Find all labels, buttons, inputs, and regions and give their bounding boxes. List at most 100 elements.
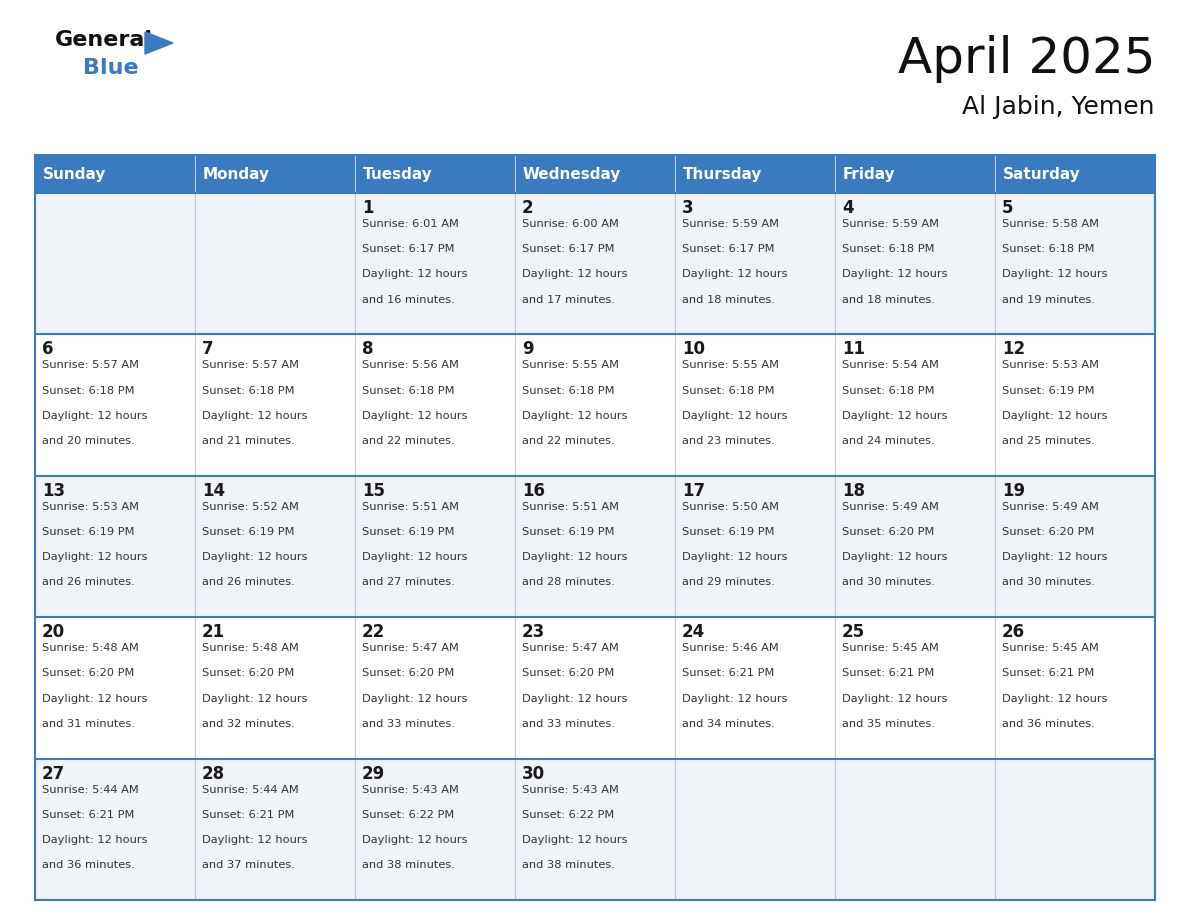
Text: and 33 minutes.: and 33 minutes.: [362, 719, 455, 729]
Text: Sunrise: 5:49 AM: Sunrise: 5:49 AM: [842, 502, 939, 512]
Text: Al Jabin, Yemen: Al Jabin, Yemen: [962, 95, 1155, 119]
Text: Friday: Friday: [843, 166, 896, 182]
Bar: [996, 617, 1155, 758]
Text: Sunset: 6:19 PM: Sunset: 6:19 PM: [522, 527, 614, 537]
Text: 7: 7: [202, 341, 214, 358]
Text: Sunset: 6:18 PM: Sunset: 6:18 PM: [1001, 244, 1094, 254]
Text: 12: 12: [1001, 341, 1025, 358]
Text: 30: 30: [522, 765, 545, 783]
Text: and 33 minutes.: and 33 minutes.: [522, 719, 615, 729]
Text: Sunrise: 5:44 AM: Sunrise: 5:44 AM: [42, 785, 139, 795]
Text: 15: 15: [362, 482, 385, 499]
Text: Daylight: 12 hours: Daylight: 12 hours: [42, 552, 147, 562]
Text: and 28 minutes.: and 28 minutes.: [522, 577, 614, 588]
Polygon shape: [145, 32, 173, 54]
Bar: [835, 193, 996, 334]
Text: and 21 minutes.: and 21 minutes.: [202, 436, 295, 446]
Text: General: General: [55, 30, 153, 50]
Text: Daylight: 12 hours: Daylight: 12 hours: [682, 693, 788, 703]
Text: Daylight: 12 hours: Daylight: 12 hours: [202, 693, 308, 703]
Text: Sunrise: 5:56 AM: Sunrise: 5:56 AM: [362, 361, 459, 370]
Text: Daylight: 12 hours: Daylight: 12 hours: [1001, 552, 1107, 562]
Text: Saturday: Saturday: [1003, 166, 1081, 182]
Text: Sunrise: 5:59 AM: Sunrise: 5:59 AM: [842, 219, 939, 229]
Bar: [835, 334, 996, 476]
Text: Sunrise: 5:44 AM: Sunrise: 5:44 AM: [202, 785, 298, 795]
Text: Daylight: 12 hours: Daylight: 12 hours: [842, 552, 948, 562]
Text: Sunset: 6:21 PM: Sunset: 6:21 PM: [202, 810, 295, 820]
Bar: [675, 758, 835, 900]
Text: 19: 19: [1001, 482, 1025, 499]
Bar: [34, 758, 195, 900]
Text: 20: 20: [42, 623, 65, 641]
Text: Daylight: 12 hours: Daylight: 12 hours: [362, 552, 468, 562]
Text: 13: 13: [42, 482, 65, 499]
Text: and 37 minutes.: and 37 minutes.: [202, 860, 295, 870]
Text: Sunset: 6:21 PM: Sunset: 6:21 PM: [682, 668, 775, 678]
Text: and 26 minutes.: and 26 minutes.: [202, 577, 295, 588]
Text: and 17 minutes.: and 17 minutes.: [522, 295, 615, 305]
Text: Sunset: 6:20 PM: Sunset: 6:20 PM: [362, 668, 454, 678]
Text: Sunrise: 5:45 AM: Sunrise: 5:45 AM: [842, 644, 939, 654]
Bar: [195, 193, 355, 334]
Text: Thursday: Thursday: [683, 166, 763, 182]
Text: and 27 minutes.: and 27 minutes.: [362, 577, 455, 588]
Text: Sunrise: 5:47 AM: Sunrise: 5:47 AM: [362, 644, 459, 654]
Text: 17: 17: [682, 482, 706, 499]
Text: Sunset: 6:18 PM: Sunset: 6:18 PM: [682, 386, 775, 396]
Text: Sunset: 6:19 PM: Sunset: 6:19 PM: [1001, 386, 1094, 396]
Text: and 25 minutes.: and 25 minutes.: [1001, 436, 1095, 446]
Text: Sunrise: 5:48 AM: Sunrise: 5:48 AM: [202, 644, 299, 654]
Bar: [34, 155, 195, 193]
Bar: [516, 334, 675, 476]
Text: Sunrise: 5:51 AM: Sunrise: 5:51 AM: [362, 502, 459, 512]
Text: 22: 22: [362, 623, 385, 641]
Text: Sunrise: 5:47 AM: Sunrise: 5:47 AM: [522, 644, 619, 654]
Text: Sunrise: 5:53 AM: Sunrise: 5:53 AM: [42, 502, 139, 512]
Bar: [675, 334, 835, 476]
Text: Daylight: 12 hours: Daylight: 12 hours: [202, 552, 308, 562]
Bar: [195, 758, 355, 900]
Text: 25: 25: [842, 623, 865, 641]
Text: and 35 minutes.: and 35 minutes.: [842, 719, 935, 729]
Text: Wednesday: Wednesday: [523, 166, 621, 182]
Text: Sunrise: 6:00 AM: Sunrise: 6:00 AM: [522, 219, 619, 229]
Text: 18: 18: [842, 482, 865, 499]
Text: Daylight: 12 hours: Daylight: 12 hours: [1001, 269, 1107, 279]
Text: Daylight: 12 hours: Daylight: 12 hours: [362, 269, 468, 279]
Text: and 34 minutes.: and 34 minutes.: [682, 719, 775, 729]
Text: Sunrise: 5:43 AM: Sunrise: 5:43 AM: [522, 785, 619, 795]
Text: Sunset: 6:17 PM: Sunset: 6:17 PM: [362, 244, 455, 254]
Text: Tuesday: Tuesday: [364, 166, 432, 182]
Bar: [516, 476, 675, 617]
Bar: [355, 476, 516, 617]
Text: Sunrise: 5:43 AM: Sunrise: 5:43 AM: [362, 785, 459, 795]
Bar: [516, 758, 675, 900]
Bar: [675, 476, 835, 617]
Text: 3: 3: [682, 199, 694, 217]
Text: Daylight: 12 hours: Daylight: 12 hours: [682, 552, 788, 562]
Text: and 29 minutes.: and 29 minutes.: [682, 577, 775, 588]
Text: 10: 10: [682, 341, 704, 358]
Text: Daylight: 12 hours: Daylight: 12 hours: [682, 410, 788, 420]
Text: Sunset: 6:20 PM: Sunset: 6:20 PM: [522, 668, 614, 678]
Bar: [675, 155, 835, 193]
Text: Daylight: 12 hours: Daylight: 12 hours: [842, 693, 948, 703]
Bar: [996, 758, 1155, 900]
Text: Sunset: 6:18 PM: Sunset: 6:18 PM: [522, 386, 614, 396]
Bar: [34, 617, 195, 758]
Text: 4: 4: [842, 199, 854, 217]
Text: Daylight: 12 hours: Daylight: 12 hours: [42, 835, 147, 845]
Text: Sunrise: 5:59 AM: Sunrise: 5:59 AM: [682, 219, 779, 229]
Text: and 36 minutes.: and 36 minutes.: [42, 860, 134, 870]
Bar: [34, 193, 195, 334]
Bar: [835, 617, 996, 758]
Text: Daylight: 12 hours: Daylight: 12 hours: [522, 552, 627, 562]
Text: and 32 minutes.: and 32 minutes.: [202, 719, 295, 729]
Text: and 38 minutes.: and 38 minutes.: [362, 860, 455, 870]
Text: 2: 2: [522, 199, 533, 217]
Text: 1: 1: [362, 199, 373, 217]
Text: Daylight: 12 hours: Daylight: 12 hours: [362, 835, 468, 845]
Text: Sunday: Sunday: [43, 166, 107, 182]
Bar: [355, 193, 516, 334]
